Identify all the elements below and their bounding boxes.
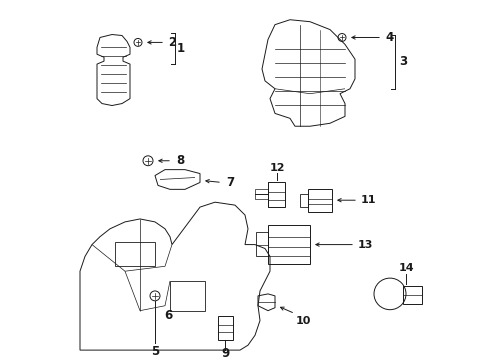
Text: 10: 10 [295,315,310,325]
Text: 5: 5 [151,345,159,357]
Text: 2: 2 [167,36,176,49]
Text: 7: 7 [225,176,234,189]
Text: 6: 6 [163,309,172,322]
Text: 11: 11 [360,195,375,205]
Text: 8: 8 [176,154,184,167]
Text: 12: 12 [269,163,284,173]
Text: 9: 9 [221,347,229,360]
Text: 14: 14 [397,263,413,273]
Text: 1: 1 [177,42,184,55]
Text: 13: 13 [357,240,372,249]
Text: 3: 3 [398,55,406,68]
Text: 4: 4 [385,31,393,44]
